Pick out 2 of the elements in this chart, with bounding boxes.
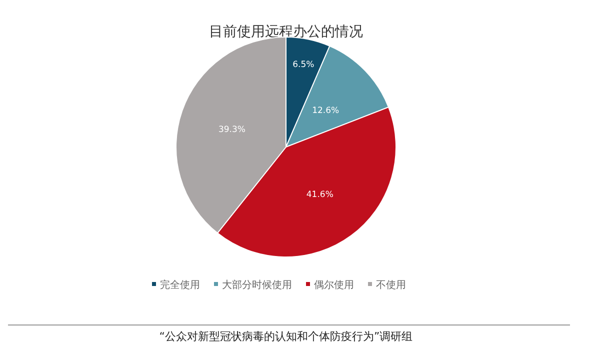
- title: 目前使用远程办公的情况: [209, 24, 363, 40]
- annotation: “公众对新型冠状病毒的认知和个体防疫行为”调研组: [159, 330, 413, 343]
